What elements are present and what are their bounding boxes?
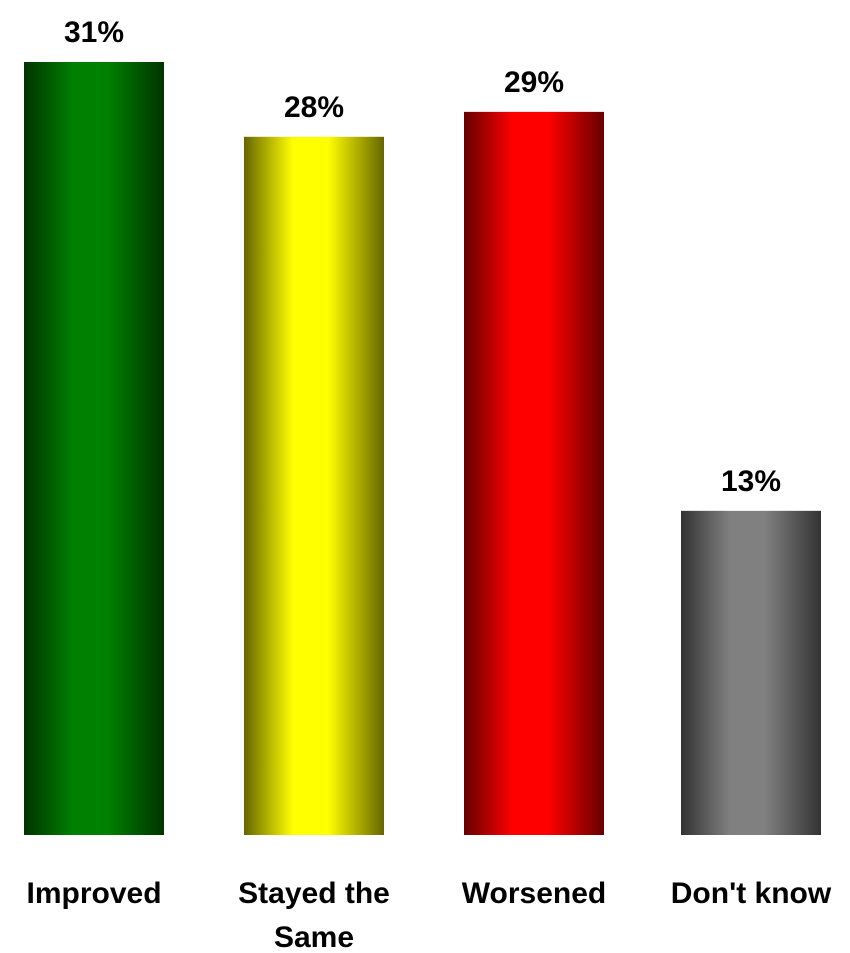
value-labels-group: 31% 28% 29% 13% [64,16,781,498]
value-label-stayed-the-same: 28% [284,91,344,124]
category-label-improved: Improved [26,877,161,910]
value-label-improved: 31% [64,16,124,49]
bar-stayed-the-same [244,136,384,835]
category-label-worsened: Worsened [462,877,606,910]
value-label-worsened: 29% [504,66,564,99]
category-label-don-t-know: Don't know [671,877,832,910]
category-label-stayed-the-same: Stayed the Same [238,877,390,953]
value-label-don-t-know: 13% [721,465,781,498]
bar-worsened [464,111,604,835]
bar-improved [24,62,164,835]
bars-group [24,62,821,835]
bar-don-t-know [681,510,821,835]
category-labels-group: Improved Stayed the Same Worsened Don't know [26,877,831,953]
